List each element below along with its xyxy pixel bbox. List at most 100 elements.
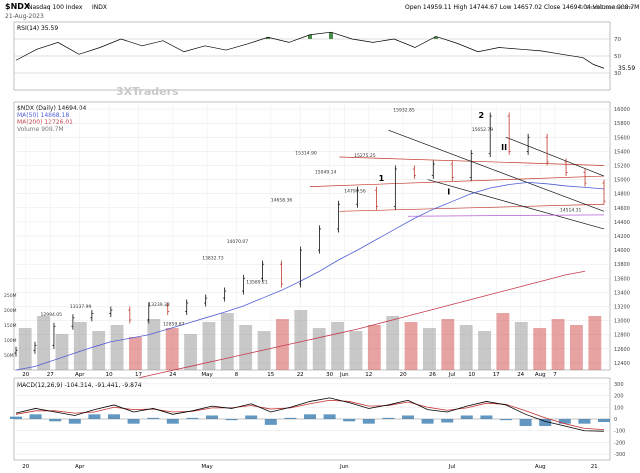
volume-bar <box>294 310 308 370</box>
price-x-label: 30 <box>326 372 333 378</box>
histogram-bar <box>127 419 140 424</box>
histogram-bar <box>480 415 493 419</box>
price-x-label: 15 <box>267 372 274 378</box>
price-bars <box>14 112 606 357</box>
histogram-bar <box>578 419 591 424</box>
volume-bar <box>239 325 253 370</box>
price-x-label: 20 <box>400 372 407 378</box>
price-tick-label: 15400 <box>614 149 630 155</box>
volume-tick-label: 50M <box>4 353 14 359</box>
price-annotation: 12994.05 <box>41 312 63 318</box>
rsi-legend: RSI(14) 35.59 <box>17 25 58 32</box>
histogram-bar <box>598 419 610 423</box>
histogram-bar <box>225 419 238 421</box>
volume-bar <box>570 325 583 370</box>
volume-bar <box>37 316 50 370</box>
price-annotation: 13832.73 <box>202 255 224 261</box>
volume-bar <box>55 334 69 370</box>
rsi-panel: RSI(14) 35.59 30 50 70 35.59 <box>13 21 635 91</box>
price-x-label: 12 <box>365 372 372 378</box>
price-annotation: 15275.25 <box>354 153 376 159</box>
price-tick-label: 13200 <box>614 305 630 311</box>
histogram-bar <box>108 414 120 419</box>
price-tick-label: 15800 <box>614 121 630 127</box>
price-tick-label: 14600 <box>614 206 630 212</box>
price-x-label: 10 <box>106 372 113 378</box>
price-x-label: Apr <box>75 372 85 378</box>
price-annotation: 15049.14 <box>315 169 337 175</box>
histogram-bar <box>68 419 81 424</box>
channel-line <box>427 179 605 230</box>
volume-bar <box>312 328 326 370</box>
price-x-label: Jul <box>448 372 456 378</box>
price-annotation: 14658.36 <box>271 198 293 204</box>
ma50-legend: MA(50) 14868.18 <box>17 112 69 119</box>
volume-bar <box>220 313 234 370</box>
histogram-bar <box>519 419 532 427</box>
resistance-line <box>309 175 605 187</box>
volume-bar <box>423 328 436 370</box>
histogram-bar <box>441 419 454 423</box>
price-annotation: 14790.56 <box>344 188 366 194</box>
price-annotation: 15652.79 <box>472 127 494 133</box>
volume-bar <box>496 313 510 370</box>
price-panel: 3XTraders $NDX (Daily) 14694.04 MA(50) 1… <box>4 85 630 406</box>
volume-tick-label: 250M <box>4 293 17 299</box>
price-tick-label: 13400 <box>614 290 630 296</box>
volume-bar <box>73 322 87 370</box>
macd-line <box>15 397 605 432</box>
price-tick-label: 15200 <box>614 163 630 169</box>
macd-histogram <box>10 414 610 427</box>
price-tick-label: 12800 <box>614 333 630 339</box>
price-annotation: 14514.31 <box>560 207 582 213</box>
support-line <box>407 214 605 217</box>
price-tick-label: 15000 <box>614 178 630 184</box>
ohlc-readout: Open 14959.11 High 14744.67 Low 14657.02… <box>405 4 639 11</box>
histogram-bar <box>421 419 434 424</box>
histogram-bar <box>362 419 375 424</box>
price-x-label: 8 <box>235 372 239 378</box>
price-annotation: 14070.07 <box>227 239 249 245</box>
volume-tick-label: 200M <box>4 308 17 314</box>
volume-bar <box>588 316 602 370</box>
volume-bar <box>367 325 381 370</box>
volume-bar <box>110 325 124 370</box>
trend-lines <box>309 129 605 230</box>
volume-bar <box>349 331 363 370</box>
macd-x-label: Jun <box>339 464 349 470</box>
volume-bar <box>18 328 32 370</box>
histogram-bar <box>206 415 218 419</box>
price-tick-label: 13800 <box>614 262 630 268</box>
price-tick-label: 15600 <box>614 135 630 141</box>
macd-tick-label: 200 <box>614 394 624 400</box>
macd-x-label: Jul <box>448 464 456 470</box>
price-x-label: 7 <box>553 372 557 378</box>
volume-bars <box>18 310 602 370</box>
histogram-bar <box>186 417 199 419</box>
volume-bar <box>514 322 528 370</box>
wave-label: 1 <box>379 174 385 183</box>
price-tick-label: 14800 <box>614 192 630 198</box>
volume-bar <box>202 322 216 370</box>
volume-bar <box>533 328 547 370</box>
macd-tick-label: 300 <box>614 382 624 388</box>
price-tick-label: 12600 <box>614 347 630 353</box>
volume-tick-label: 100M <box>4 338 17 344</box>
price-tick-label: 14000 <box>614 248 630 254</box>
macd-tick-label: 0 <box>614 417 617 423</box>
histogram-bar <box>343 419 356 422</box>
price-annotation: 13137.99 <box>70 304 92 310</box>
histogram-bar <box>264 419 277 425</box>
histogram-bar <box>49 419 62 422</box>
wave-label: II <box>501 143 507 152</box>
price-x-label: 17 <box>135 372 142 378</box>
histogram-bar <box>147 417 160 419</box>
price-tick-label: 13600 <box>614 276 630 282</box>
price-x-label: Aug <box>535 372 546 378</box>
source-credit: © StockCharts.com <box>578 4 632 11</box>
price-x-label: 22 <box>297 372 304 378</box>
volume-bar <box>478 331 491 370</box>
macd-x-label: 20 <box>22 464 29 470</box>
ma200-legend: MA(200) 12726.01 <box>17 119 73 126</box>
symbol-title: $NDX <box>5 2 31 11</box>
